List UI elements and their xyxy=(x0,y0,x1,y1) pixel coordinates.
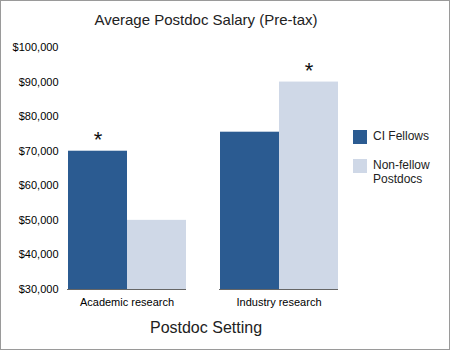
svg-text:$60,000: $60,000 xyxy=(19,179,59,191)
svg-text:$90,000: $90,000 xyxy=(19,76,59,88)
svg-text:Industry research: Industry research xyxy=(237,296,322,308)
svg-text:$70,000: $70,000 xyxy=(19,145,59,157)
svg-text:$80,000: $80,000 xyxy=(19,110,59,122)
svg-text:$40,000: $40,000 xyxy=(19,248,59,260)
html-text:Non-fellow Postdocs: Non-fellow Postdocs xyxy=(373,158,430,186)
svg-text:*: * xyxy=(94,127,103,152)
svg-text:$30,000: $30,000 xyxy=(19,283,59,295)
svg-text:$50,000: $50,000 xyxy=(19,214,59,226)
html-text:Postdoc Setting: Postdoc Setting xyxy=(150,319,262,336)
svg-text:$100,000: $100,000 xyxy=(13,41,59,53)
svg-text:Academic research: Academic research xyxy=(80,296,174,308)
svg-text:*: * xyxy=(305,58,314,83)
html-text:Average Postdoc Salary (Pre-ta: Average Postdoc Salary (Pre-tax) xyxy=(94,11,318,28)
html-text:CI Fellows: CI Fellows xyxy=(373,129,429,143)
